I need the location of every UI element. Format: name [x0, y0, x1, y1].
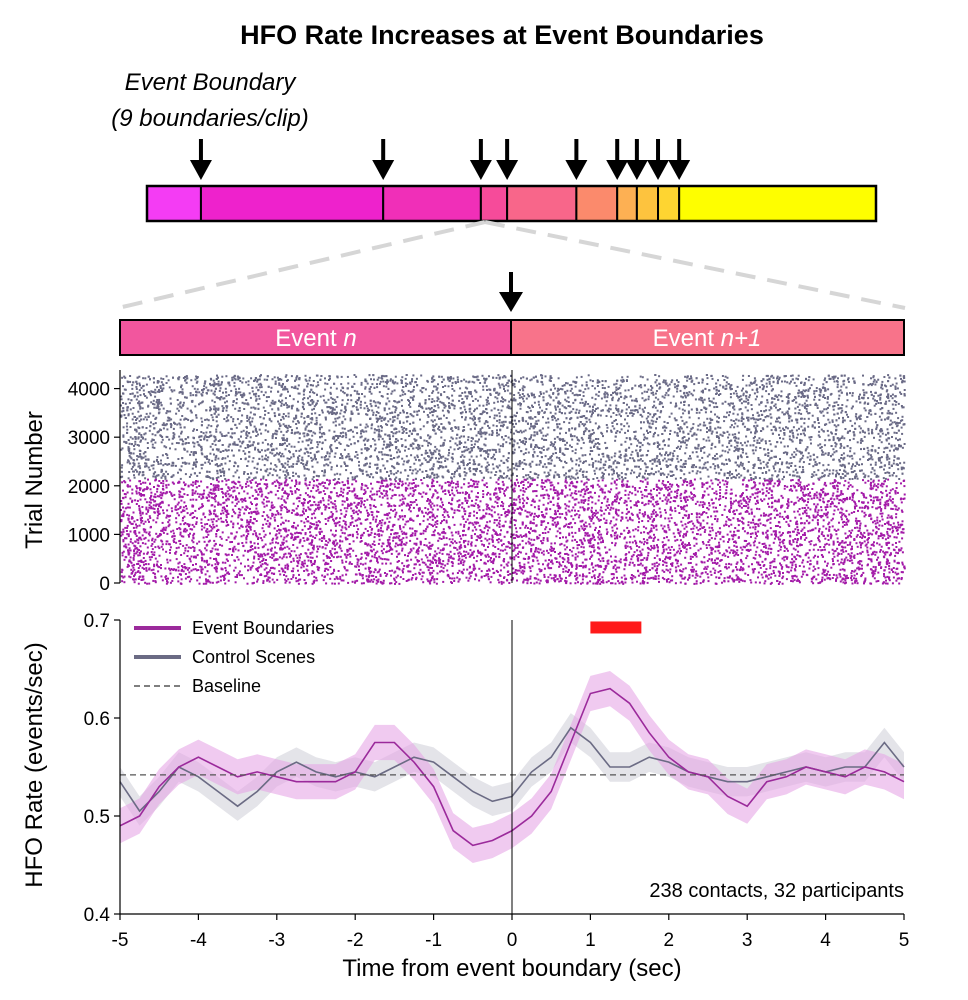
raster-y-tick-label: 0	[99, 574, 110, 595]
timeline-label-line1: Event Boundary	[125, 69, 298, 96]
boundary-arrow-icon	[625, 139, 648, 180]
boundary-arrow-icon	[496, 139, 519, 180]
boundary-arrow-icon	[668, 139, 691, 180]
timeline-bar	[145, 139, 878, 223]
boundary-arrow-icon	[565, 139, 588, 180]
chart-x-tick-label: -2	[347, 930, 364, 951]
sample-size-annotation: 238 contacts, 32 participants	[649, 880, 904, 902]
raster-dots-event-boundaries	[120, 478, 906, 585]
timeline-segment	[199, 185, 385, 222]
legend-label-event-boundaries: Event Boundaries	[192, 618, 334, 638]
legend-label-baseline: Baseline	[192, 676, 261, 696]
timeline-segment	[635, 185, 660, 222]
boundary-arrow-icon	[606, 139, 629, 180]
boundary-arrow-icon	[189, 139, 212, 180]
event-bar: Event n Event n+1	[119, 319, 905, 356]
hfo-rate-chart: 0.4 0.5 0.6 0.7 -5 -4 -3 -2 -1 0 1 2 3 4 5	[84, 611, 910, 951]
timeline-outline	[145, 184, 878, 223]
raster-dots-control-scenes	[120, 374, 906, 481]
timeline-label-line2: (9 boundaries/clip)	[111, 105, 308, 132]
timeline-segment	[657, 185, 681, 222]
chart-x-tick-label: 4	[820, 930, 831, 951]
legend-label-control-scenes: Control Scenes	[192, 647, 315, 667]
boundary-arrow-icon	[372, 139, 395, 180]
chart-y-tick-label: 0.7	[84, 611, 110, 632]
chart-legend: Event Boundaries Control Scenes Baseline	[134, 618, 334, 696]
chart-x-tick-label: 0	[507, 930, 518, 951]
timeline-segment	[146, 185, 202, 222]
raster-y-label: Trial Number	[21, 411, 48, 549]
timeline-segment	[506, 185, 578, 222]
raster-plot: 0 1000 2000 3000 4000	[68, 370, 906, 595]
chart-x-label: Time from event boundary (sec)	[342, 955, 681, 982]
zoom-line-left	[117, 220, 486, 310]
chart-x-tick-label: -1	[425, 930, 442, 951]
chart-x-tick-label: -4	[190, 930, 207, 951]
event-n-label: Event n	[275, 325, 356, 352]
chart-y-tick-label: 0.5	[84, 807, 110, 828]
event-n-plus-1-segment	[510, 319, 905, 356]
timeline-segment	[616, 185, 638, 222]
timeline-segment	[479, 185, 509, 222]
chart-x-tick-label: 1	[585, 930, 596, 951]
timeline-segment	[382, 185, 482, 222]
chart-y-tick-label: 0.6	[84, 709, 110, 730]
significance-bar	[590, 621, 642, 634]
chart-y-label: HFO Rate (events/sec)	[21, 642, 48, 887]
event-n-plus-1-label: Event n+1	[653, 325, 762, 352]
raster-y-tick-label: 2000	[68, 477, 110, 498]
chart-x-tick-label: -3	[268, 930, 285, 951]
timeline-segment	[575, 185, 619, 222]
chart-x-tick-label: 2	[664, 930, 675, 951]
chart-x-tick-label: 3	[742, 930, 753, 951]
boundary-arrow-icon	[647, 139, 670, 180]
zoom-line-right	[484, 220, 906, 310]
figure-title: HFO Rate Increases at Event Boundaries	[240, 20, 764, 50]
boundary-arrow-icon	[499, 272, 523, 312]
chart-x-tick-label: 5	[899, 930, 910, 951]
raster-y-tick-label: 4000	[68, 380, 110, 401]
raster-y-tick-label: 1000	[68, 525, 110, 546]
chart-x-tick-label: -5	[112, 930, 129, 951]
raster-y-tick-label: 3000	[68, 428, 110, 449]
boundary-arrow-icon	[469, 139, 492, 180]
timeline-segment	[678, 185, 877, 222]
chart-y-tick-label: 0.4	[84, 905, 111, 926]
